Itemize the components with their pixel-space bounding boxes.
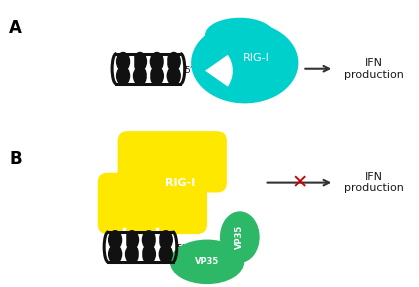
Ellipse shape [108, 230, 122, 250]
Ellipse shape [167, 66, 181, 86]
Ellipse shape [133, 52, 147, 71]
Text: 5’PPP: 5’PPP [176, 245, 201, 253]
Ellipse shape [125, 244, 139, 264]
Ellipse shape [116, 66, 130, 86]
Text: VP35: VP35 [195, 257, 219, 266]
Text: ✕: ✕ [291, 173, 308, 192]
Ellipse shape [133, 66, 147, 86]
Ellipse shape [125, 230, 139, 250]
Ellipse shape [159, 230, 173, 250]
Ellipse shape [205, 18, 274, 53]
Ellipse shape [167, 52, 181, 71]
Ellipse shape [108, 244, 122, 264]
Ellipse shape [191, 22, 298, 103]
Ellipse shape [150, 66, 164, 86]
Wedge shape [205, 55, 233, 87]
FancyBboxPatch shape [98, 173, 207, 234]
Ellipse shape [142, 230, 156, 250]
Text: IFN
production: IFN production [344, 58, 404, 79]
Text: VP35: VP35 [235, 225, 244, 249]
Ellipse shape [150, 52, 164, 71]
Text: A: A [9, 19, 22, 37]
Text: RIG-I: RIG-I [243, 53, 270, 63]
Text: IFN
production: IFN production [344, 172, 404, 193]
Ellipse shape [142, 244, 156, 264]
Ellipse shape [116, 52, 130, 71]
FancyBboxPatch shape [118, 131, 227, 193]
FancyBboxPatch shape [150, 158, 190, 208]
Ellipse shape [159, 244, 173, 264]
Text: RIG-I: RIG-I [165, 178, 195, 188]
Ellipse shape [220, 211, 260, 263]
Text: B: B [9, 150, 22, 168]
Ellipse shape [170, 240, 244, 284]
Text: 5’PPP: 5’PPP [184, 66, 209, 75]
